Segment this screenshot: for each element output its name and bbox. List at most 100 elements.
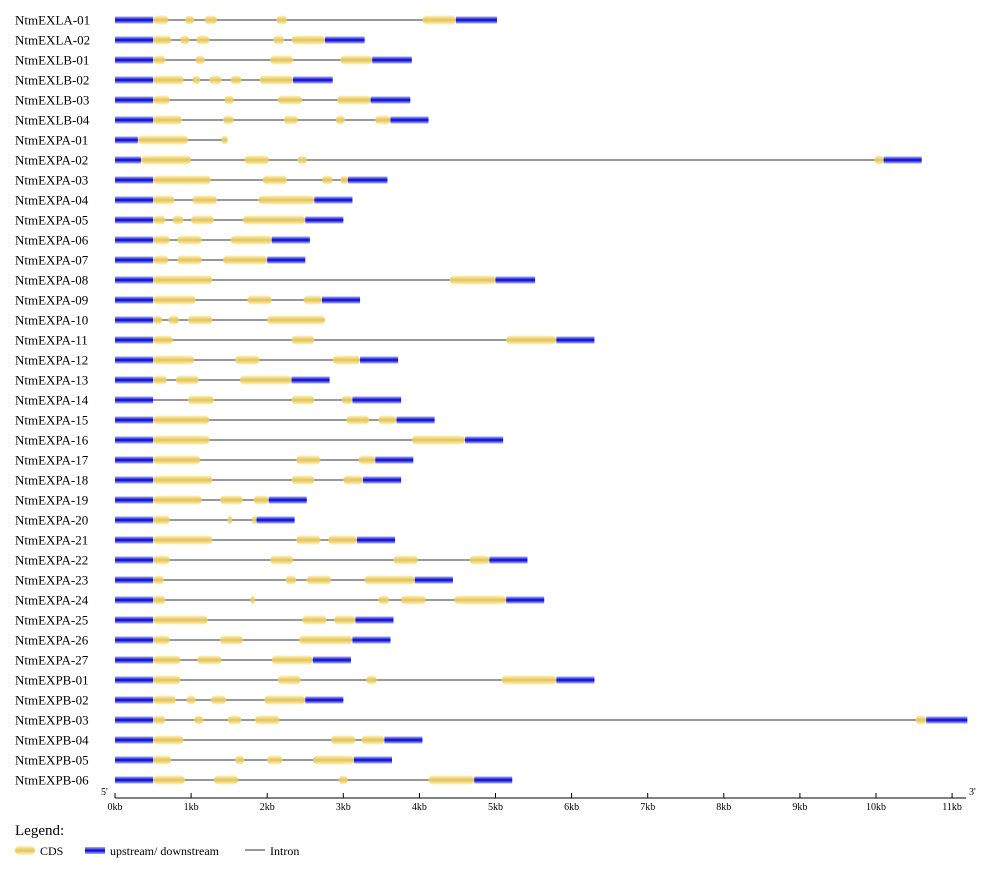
- gene-label: NtmEXPA-14: [15, 393, 89, 408]
- cds-exon: [331, 735, 356, 745]
- cds-exon: [153, 755, 172, 765]
- upstream-region: [115, 356, 154, 364]
- cds-exon: [296, 535, 321, 545]
- cds-exon: [366, 675, 377, 685]
- cds-exon: [153, 335, 173, 345]
- gene-row: NtmEXPA-21: [15, 533, 396, 548]
- downstream-region: [356, 536, 396, 544]
- upstream-region: [115, 256, 154, 264]
- cds-exon: [340, 175, 348, 185]
- cds-exon: [153, 455, 201, 465]
- upstream-region: [115, 776, 154, 784]
- gene-row: NtmEXPA-22: [15, 553, 528, 568]
- cds-exon: [469, 555, 490, 565]
- cds-exon: [337, 95, 371, 105]
- gene-row: NtmEXPA-18: [15, 473, 402, 488]
- cds-exon: [291, 395, 315, 405]
- gene-label: NtmEXPA-02: [15, 153, 88, 168]
- cds-exon: [332, 355, 361, 365]
- upstream-region: [115, 456, 154, 464]
- gene-row: NtmEXPA-25: [15, 613, 394, 628]
- gene-row: NtmEXLB-04: [15, 113, 429, 128]
- downstream-region: [926, 716, 968, 724]
- gene-label: NtmEXPB-06: [15, 773, 89, 788]
- gene-row: NtmEXPA-09: [15, 293, 361, 308]
- downstream-region: [384, 736, 423, 744]
- cds-exon: [223, 115, 234, 125]
- cds-exon: [361, 735, 385, 745]
- gene-row: NtmEXPB-03: [15, 713, 968, 728]
- cds-exon: [197, 655, 222, 665]
- gene-label: NtmEXPA-21: [15, 533, 88, 548]
- downstream-region: [267, 256, 306, 264]
- cds-exon: [153, 115, 182, 125]
- cds-exon: [334, 615, 356, 625]
- gene-label: NtmEXPA-12: [15, 353, 88, 368]
- gene-label: NtmEXPA-17: [15, 453, 89, 468]
- cds-exon: [277, 675, 301, 685]
- gene-label: NtmEXLB-02: [15, 73, 89, 88]
- upstream-region: [115, 296, 154, 304]
- gene-label: NtmEXLB-01: [15, 53, 89, 68]
- gene-row: NtmEXPA-14: [15, 393, 402, 408]
- upstream-region: [115, 16, 154, 24]
- downstream-region: [325, 36, 365, 44]
- gene-label: NtmEXLA-01: [15, 13, 90, 28]
- tick-label: 0kb: [108, 802, 123, 813]
- cds-exon: [283, 115, 298, 125]
- gene-row: NtmEXPA-02: [15, 153, 922, 168]
- cds-exon: [188, 395, 214, 405]
- downstream-region: [363, 476, 402, 484]
- cds-exon: [251, 515, 257, 525]
- gene-label: NtmEXPA-07: [15, 253, 89, 268]
- cds-exon: [153, 575, 164, 585]
- cds-exon: [153, 535, 213, 545]
- upstream-region: [115, 556, 154, 564]
- cds-exon: [204, 15, 217, 25]
- downstream-region: [489, 556, 528, 564]
- cds-exon: [153, 495, 202, 505]
- cds-exon: [153, 775, 186, 785]
- cds-exon: [153, 55, 166, 65]
- cds-exon: [230, 75, 242, 85]
- gene-row: NtmEXPA-12: [15, 353, 399, 368]
- cds-exon: [303, 295, 322, 305]
- cds-exon: [401, 595, 426, 605]
- gene-row: NtmEXPB-02: [15, 693, 344, 708]
- cds-exon: [186, 695, 196, 705]
- cds-exon: [227, 515, 233, 525]
- gene-label: NtmEXPA-24: [15, 593, 89, 608]
- downstream-region: [360, 356, 399, 364]
- cds-exon: [153, 215, 166, 225]
- gene-row: NtmEXPB-01: [15, 673, 595, 688]
- upstream-region: [115, 196, 154, 204]
- gene-label: NtmEXPA-16: [15, 433, 89, 448]
- upstream-region: [115, 616, 154, 624]
- gene-label: NtmEXPA-01: [15, 133, 88, 148]
- gene-row: NtmEXPA-17: [15, 453, 414, 468]
- upstream-region: [115, 696, 154, 704]
- cds-exon: [137, 135, 189, 145]
- cds-exon: [221, 135, 228, 145]
- upstream-region: [115, 756, 154, 764]
- cds-exon: [276, 15, 287, 25]
- tick-label: 3kb: [336, 802, 351, 813]
- downstream-region: [414, 576, 453, 584]
- gene-row: NtmEXPA-10: [15, 313, 326, 328]
- gene-label: NtmEXPA-18: [15, 473, 88, 488]
- cds-exon: [273, 35, 284, 45]
- cds-exon: [153, 255, 169, 265]
- cds-exon: [185, 15, 195, 25]
- cds-exon: [335, 115, 345, 125]
- downstream-region: [506, 596, 545, 604]
- upstream-region: [115, 496, 154, 504]
- downstream-region: [291, 376, 330, 384]
- upstream-region: [115, 596, 154, 604]
- upstream-region: [115, 716, 154, 724]
- downstream-region: [314, 196, 353, 204]
- gene-row: NtmEXPB-05: [15, 753, 393, 768]
- cds-exon: [153, 295, 196, 305]
- cds-exon: [191, 215, 214, 225]
- cds-exon: [153, 615, 208, 625]
